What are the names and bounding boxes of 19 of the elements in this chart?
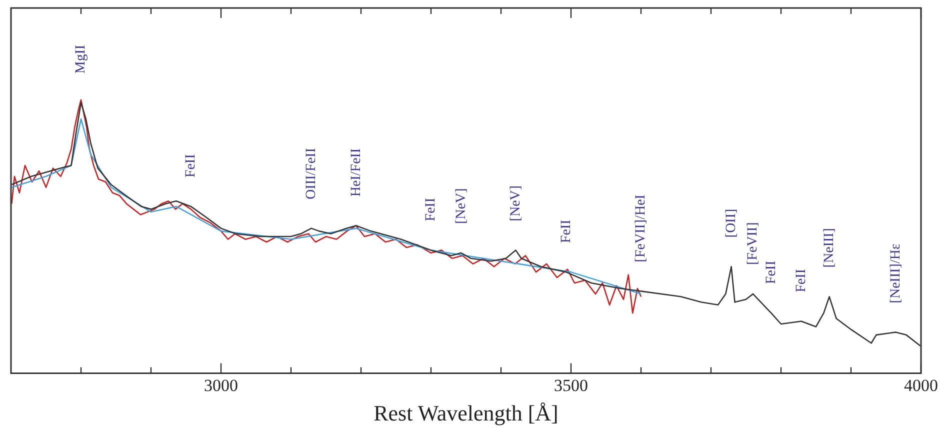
annotation: FeII — [764, 260, 779, 284]
annotation: [NeV] — [508, 185, 524, 222]
annotation: FeII — [184, 154, 199, 178]
x-axis-title: Rest Wavelength [Å] — [374, 400, 558, 426]
annotation: FeII — [424, 198, 439, 222]
annotation: FeII — [794, 268, 809, 292]
annotation: OIII/FeII — [304, 148, 319, 200]
x-tick-label: 3000 — [204, 376, 238, 395]
annotation: MgII — [74, 44, 89, 74]
annotation: [FeVII] — [746, 222, 761, 265]
annotation: [NeIII]/Hε — [888, 244, 904, 304]
annotation: FeII — [558, 219, 574, 244]
x-tick-label: 3500 — [554, 376, 588, 395]
annotation: [OII] — [724, 208, 739, 238]
x-tick-label: 4000 — [904, 376, 938, 395]
annotation: [NeIII] — [822, 228, 837, 268]
annotation: [FeVII]/HeI — [634, 194, 649, 262]
annotation: HeI/FeII — [348, 148, 364, 197]
annotation: [NeV] — [454, 188, 469, 224]
